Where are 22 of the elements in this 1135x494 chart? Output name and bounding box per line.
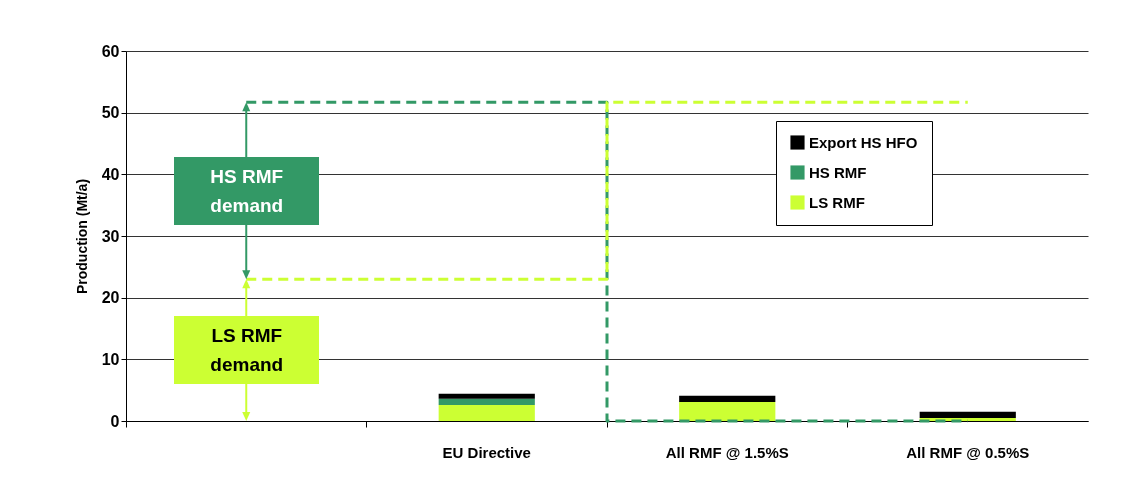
- legend-label: LS RMF: [809, 193, 865, 211]
- legend-label: Export HS HFO: [809, 133, 918, 151]
- bar: [438, 393, 535, 399]
- legend-label: HS RMF: [809, 163, 867, 181]
- bar: [919, 411, 1016, 418]
- bar: [438, 404, 535, 421]
- callout-box: HS RMF demand: [174, 156, 320, 225]
- bar: [438, 398, 535, 405]
- y-tick-label: 40: [101, 165, 120, 183]
- bar: [679, 395, 776, 402]
- y-tick-label: 30: [101, 227, 120, 245]
- y-tick-label: 60: [101, 42, 120, 60]
- y-tick-label: 20: [101, 289, 120, 307]
- bar: [679, 401, 776, 421]
- y-tick-label: 10: [101, 350, 120, 368]
- y-axis-title: Production (Mt/a): [73, 178, 90, 295]
- y-tick-label: 0: [110, 412, 120, 430]
- y-tick-label: 50: [101, 104, 120, 122]
- x-tick-label: EU Directive: [442, 443, 531, 461]
- callout-box: LS RMF demand: [174, 316, 320, 385]
- x-tick-label: All RMF @ 0.5%S: [906, 443, 1030, 461]
- x-tick-label: All RMF @ 1.5%S: [665, 443, 789, 461]
